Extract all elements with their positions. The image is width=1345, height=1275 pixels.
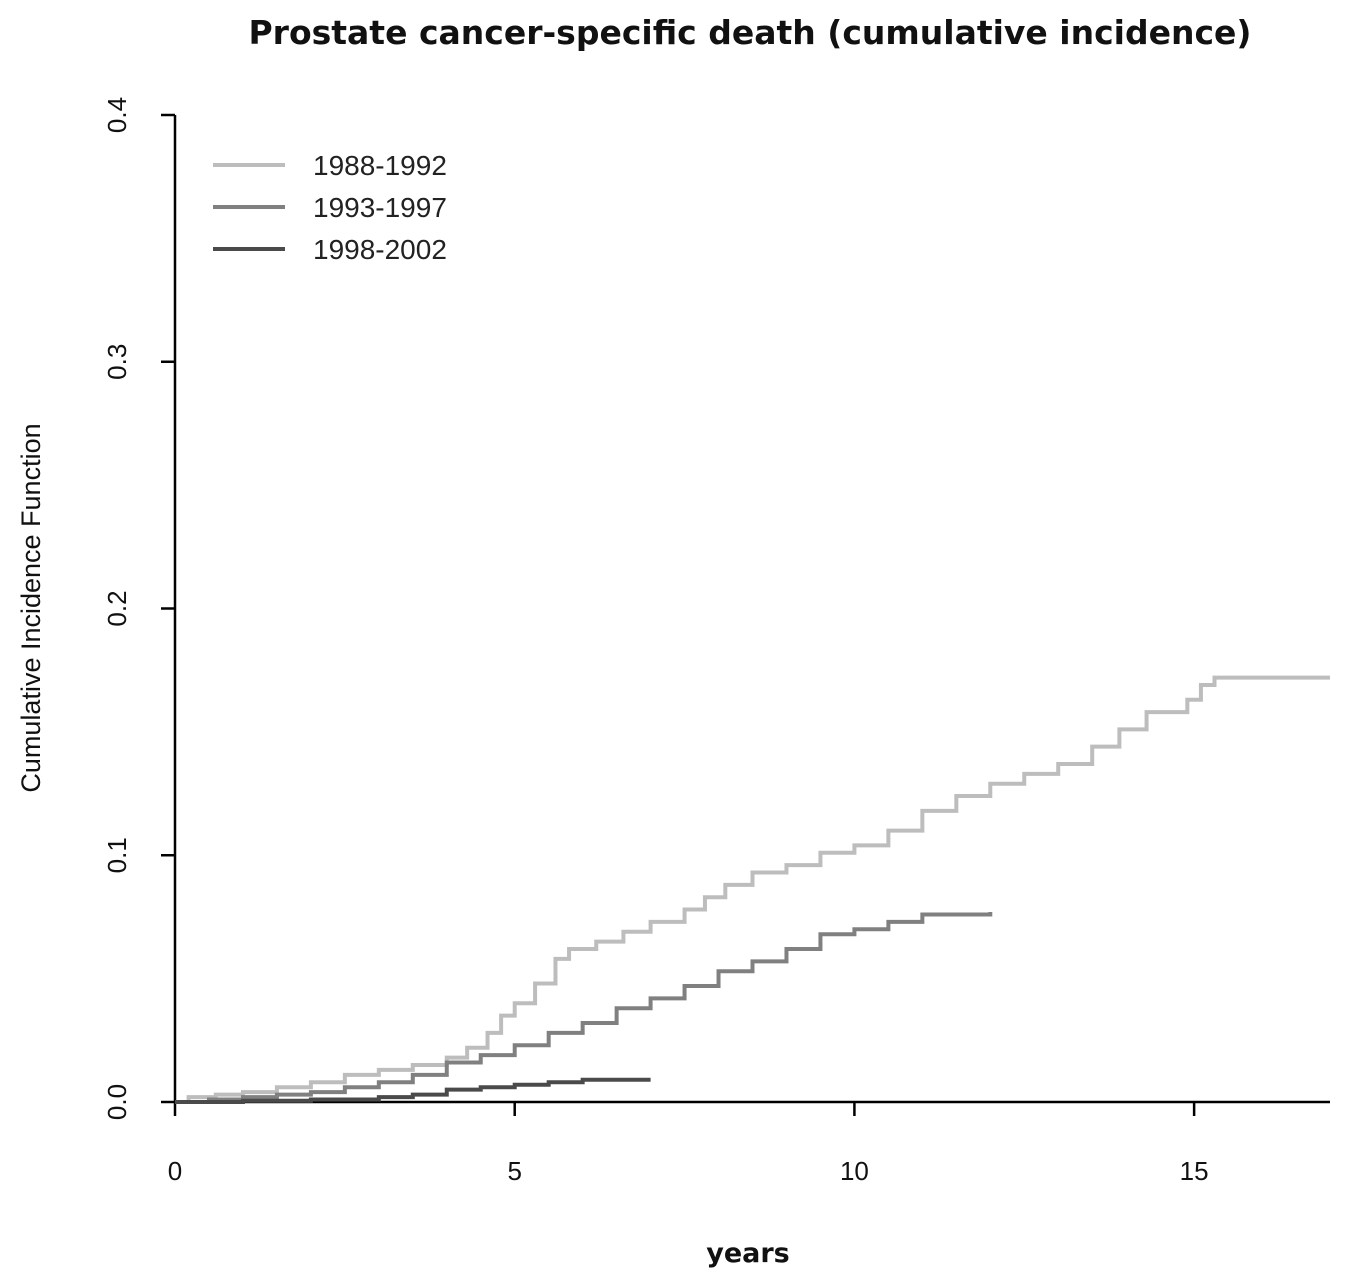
y-ticks: 0.0 0.1 0.2 0.3 0.4 [102,97,175,1120]
x-tick-label: 0 [168,1156,182,1186]
y-axis-label: Cumulative Incidence Function [16,423,46,792]
series-lines [175,675,1330,1104]
y-tick-label: 0.3 [102,344,132,380]
legend-label: 1988-1992 [313,150,447,181]
y-tick-label: 0.0 [102,1084,132,1120]
series-line-1998-2002 [175,1077,651,1104]
x-ticks: 0 5 10 15 [168,1102,1209,1186]
x-tick-label: 5 [507,1156,521,1186]
x-axis-label: years [706,1238,790,1269]
y-tick-label: 0.4 [102,97,132,133]
chart-title: Prostate cancer-specific death (cumulati… [248,13,1251,52]
x-tick-label: 15 [1180,1156,1209,1186]
y-tick-label: 0.1 [102,837,132,873]
series-line-1993-1997 [175,912,993,1104]
y-tick-label: 0.2 [102,590,132,626]
x-tick-label: 10 [840,1156,869,1186]
legend-label: 1993-1997 [313,192,447,223]
legend-label: 1998-2002 [313,234,447,265]
legend: 1988-1992 1993-1997 1998-2002 [213,150,447,265]
series-line-1988-1992 [175,675,1330,1104]
